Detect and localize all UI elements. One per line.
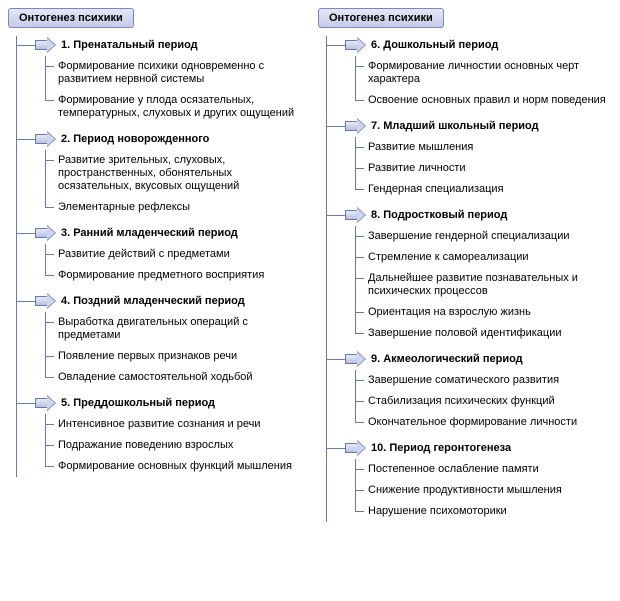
list-item: Постепенное ослабление памяти [356,459,612,480]
list-item: Овладение самостоятельной ходьбой [46,367,302,388]
list-item: Формирование основных функций мышления [46,456,302,477]
list-item: Формирование личностии основных черт хар… [356,56,612,90]
section: 6. Дошкольный период Формирование личност… [327,36,612,111]
section-items: Выработка двигательных операций с предме… [45,312,302,388]
section-items: Развитие зрительных, слуховых, пространс… [45,150,302,218]
arrow-icon [345,37,367,53]
section-items: Постепенное ослабление памятиСнижение пр… [355,459,612,522]
right-column: Онтогенез психики 6. Дошкольный период Фо… [318,8,612,522]
arrow-icon [345,440,367,456]
list-item: Завершение половой идентификации [356,323,612,344]
arrow-icon [345,351,367,367]
root-title-left: Онтогенез психики [8,8,134,28]
section-title: 8. Подростковый период [371,209,507,221]
list-item: Развитие личности [356,158,612,179]
left-column: Онтогенез психики 1. Пренатальный период… [8,8,302,522]
list-item: Элементарные рефлексы [46,197,302,218]
section-items: Развитие мышленияРазвитие личностиГендер… [355,137,612,200]
section-title: 6. Дошкольный период [371,39,498,51]
section-items: Интенсивное развитие сознания и речиПодр… [45,414,302,477]
section-header: 5. Преддошкольный период [17,394,302,412]
list-item: Дальнейшее развитие познавательных и пси… [356,268,612,302]
section-title: 10. Период геронтогенеза [371,442,511,454]
arrow-icon [35,225,57,241]
list-item: Развитие мышления [356,137,612,158]
section-header: 4. Поздний младенческий период [17,292,302,310]
section-title: 5. Преддошкольный период [61,397,215,409]
list-item: Стремление к самореализации [356,247,612,268]
section-items: Формирование личностии основных черт хар… [355,56,612,111]
list-item: Завершение соматического развития [356,370,612,391]
section: 2. Период новорожденного Развитие зритель… [17,130,302,218]
list-item: Появление первых признаков речи [46,346,302,367]
section-items: Завершение гендерной специализацииСтремл… [355,226,612,344]
root-title-right: Онтогенез психики [318,8,444,28]
section-title: 2. Период новорожденного [61,133,209,145]
list-item: Развитие зрительных, слуховых, пространс… [46,150,302,197]
list-item: Освоение основных правил и норм поведени… [356,90,612,111]
list-item: Завершение гендерной специализации [356,226,612,247]
left-tree: 1. Пренатальный период Формирование психи… [16,36,302,477]
diagram-columns: Онтогенез психики 1. Пренатальный период… [8,8,612,522]
list-item: Формирование у плода осязательных, темпе… [46,90,302,124]
section-items: Завершение соматического развитияСтабили… [355,370,612,433]
section-header: 7. Младший школьный период [327,117,612,135]
section-header: 1. Пренатальный период [17,36,302,54]
section-items: Формирование психики одновременно с разв… [45,56,302,124]
section: 10. Период геронтогенеза Постепенное осла… [327,439,612,522]
section-header: 8. Подростковый период [327,206,612,224]
list-item: Подражание поведению взрослых [46,435,302,456]
section: 9. Акмеологический период Завершение сома… [327,350,612,433]
section: 7. Младший школьный период Развитие мышле… [327,117,612,200]
list-item: Нарушение психомоторики [356,501,612,522]
section-title: 4. Поздний младенческий период [61,295,245,307]
arrow-icon [35,395,57,411]
list-item: Выработка двигательных операций с предме… [46,312,302,346]
section-title: 1. Пренатальный период [61,39,198,51]
section-header: 2. Период новорожденного [17,130,302,148]
list-item: Развитие действий с предметами [46,244,302,265]
section: 5. Преддошкольный период Интенсивное разв… [17,394,302,477]
list-item: Интенсивное развитие сознания и речи [46,414,302,435]
arrow-icon [35,37,57,53]
arrow-icon [345,207,367,223]
section-header: 9. Акмеологический период [327,350,612,368]
section-header: 3. Ранний младенческий период [17,224,302,242]
list-item: Снижение продуктивности мышления [356,480,612,501]
section: 1. Пренатальный период Формирование психи… [17,36,302,124]
right-tree: 6. Дошкольный период Формирование личност… [326,36,612,522]
section-title: 9. Акмеологический период [371,353,523,365]
arrow-icon [35,293,57,309]
section: 4. Поздний младенческий период Выработка … [17,292,302,388]
section-header: 10. Период геронтогенеза [327,439,612,457]
section: 8. Подростковый период Завершение гендерн… [327,206,612,344]
list-item: Формирование психики одновременно с разв… [46,56,302,90]
section: 3. Ранний младенческий период Развитие де… [17,224,302,286]
list-item: Окончательное формирование личности [356,412,612,433]
section-title: 3. Ранний младенческий период [61,227,238,239]
arrow-icon [345,118,367,134]
section-title: 7. Младший школьный период [371,120,539,132]
section-items: Развитие действий с предметамиФормирован… [45,244,302,286]
section-header: 6. Дошкольный период [327,36,612,54]
arrow-icon [35,131,57,147]
list-item: Гендерная специализация [356,179,612,200]
list-item: Ориентация на взрослую жизнь [356,302,612,323]
list-item: Стабилизация психических функций [356,391,612,412]
list-item: Формирование предметного восприятия [46,265,302,286]
